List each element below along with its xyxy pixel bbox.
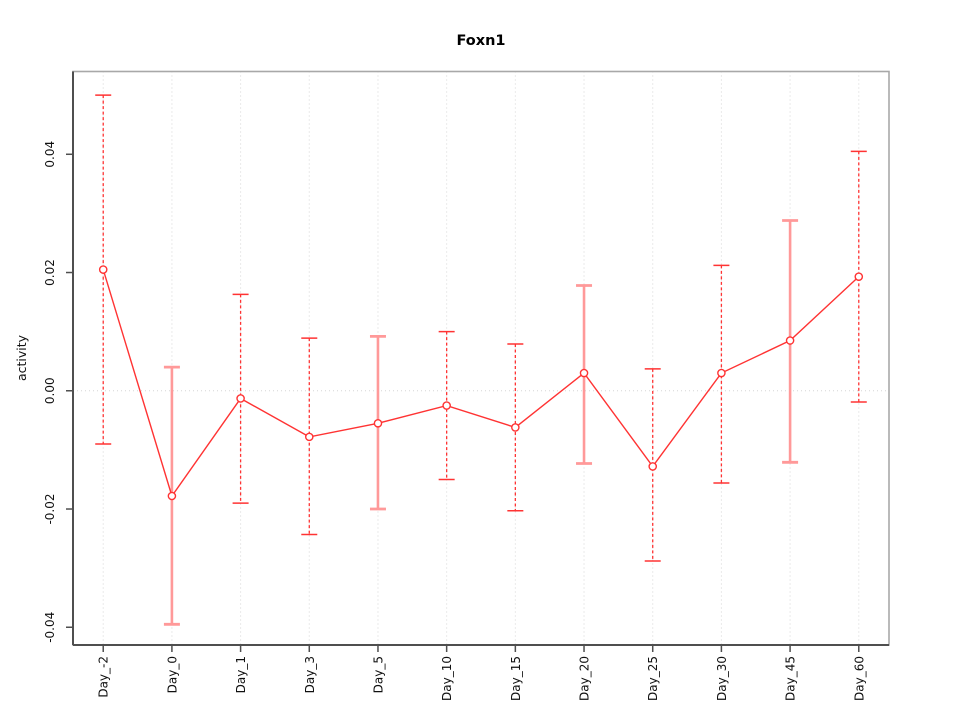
data-point-marker bbox=[717, 368, 726, 378]
data-point-marker bbox=[98, 265, 108, 274]
y-tick-label: 0.04 bbox=[43, 141, 57, 168]
x-tick-label: Day_20 bbox=[578, 656, 592, 701]
y-tick-label: -0.02 bbox=[43, 493, 57, 524]
x-tick-label: Day_10 bbox=[440, 656, 454, 701]
chart-title: Foxn1 bbox=[456, 33, 505, 49]
x-tick-label: Day_45 bbox=[784, 656, 798, 701]
x-tick-label: Day_1 bbox=[234, 656, 248, 693]
data-point-marker bbox=[579, 368, 589, 378]
x-tick-label: Day_3 bbox=[303, 656, 317, 693]
x-tick-label: Day_60 bbox=[852, 656, 866, 701]
data-point-marker bbox=[236, 394, 245, 403]
grid-layer bbox=[73, 71, 889, 645]
data-point-marker bbox=[511, 423, 520, 432]
data-point-marker bbox=[854, 272, 864, 281]
x-tick-label: Day_0 bbox=[165, 656, 179, 693]
x-tick-label: Day_15 bbox=[509, 656, 523, 701]
data-point-marker bbox=[167, 491, 177, 501]
data-point-marker bbox=[304, 432, 314, 442]
plot-box bbox=[72, 70, 890, 646]
y-axis-label: activity bbox=[14, 334, 29, 381]
data-point-marker bbox=[373, 418, 383, 428]
data-point-marker bbox=[648, 462, 658, 471]
data-point-marker bbox=[785, 336, 795, 345]
y-tick-label: 0.02 bbox=[43, 259, 57, 286]
axes-layer bbox=[66, 70, 890, 652]
data-point-marker bbox=[442, 401, 451, 410]
x-tick-label: Day_30 bbox=[715, 656, 729, 701]
x-tick-label: Day_-2 bbox=[97, 656, 111, 698]
y-tick-label: 0.00 bbox=[43, 377, 57, 404]
x-tick-label: Day_5 bbox=[371, 656, 385, 693]
series-line bbox=[102, 269, 860, 498]
x-tick-label: Day_25 bbox=[646, 656, 660, 701]
series-layer bbox=[98, 265, 864, 501]
y-tick-label: -0.04 bbox=[43, 612, 57, 643]
tick-label-layer: Day_-2 Day_0 Day_1 Day_3 Day_5 Day_10 Day_15 Da… bbox=[43, 141, 866, 701]
